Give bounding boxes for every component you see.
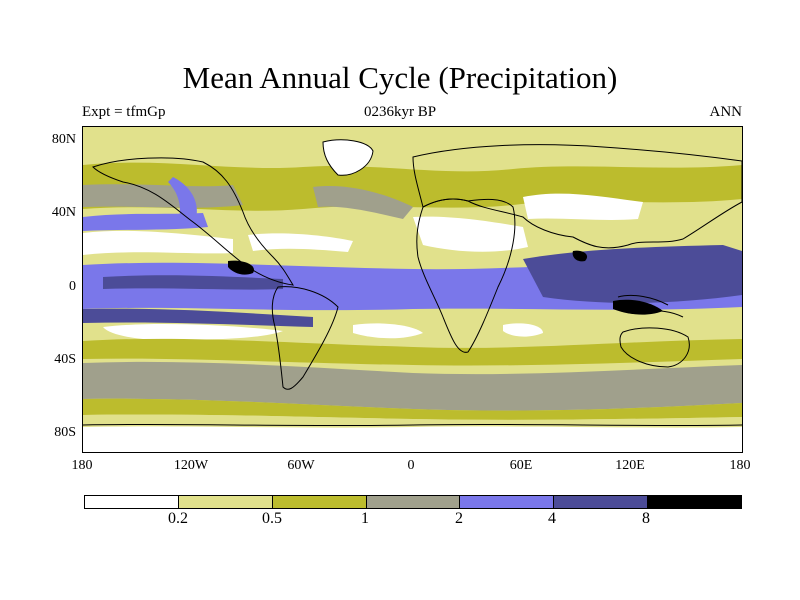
lon-tick-120w: 120W [173,458,209,473]
colorbar-label-2: 2 [455,510,463,527]
lat-tick-80s: 80S [54,425,76,440]
coastlines [83,139,742,427]
lat-tick-80n: 80N [51,132,76,147]
season-label: ANN [709,104,743,120]
precipitation-map [82,126,743,453]
africa-coast [416,198,516,353]
south-pacific-wet-band [83,308,313,327]
colorbar [84,495,742,509]
antarctica-dry-zone [83,426,742,452]
sahara-dry-zone [413,216,528,252]
colorbar-swatch-3 [272,496,367,508]
greenland-coast [322,139,374,176]
australia-coast [619,327,690,368]
central-america-max [228,260,254,275]
colorbar-swatch-4 [366,496,461,508]
lon-tick-120e: 120E [615,458,645,473]
colorbar-swatch-7 [648,496,742,508]
colorbar-label-1: 1 [361,510,369,527]
colorbar-label-0-2: 0.2 [168,510,188,527]
maritime-continent-coast [617,294,684,318]
southern-subtropic-band [83,338,742,366]
lat-tick-0: 0 [69,279,76,294]
itcz-pacific [103,275,283,290]
colorbar-label-8: 8 [642,510,650,527]
page-title: Mean Annual Cycle (Precipitation) [182,60,618,95]
south-atlantic-dry-zone [353,323,423,339]
greenland-dry-zone [323,139,373,176]
southeast-pacific-dry-zone [103,324,283,340]
eurasia-coast [412,144,742,249]
north-atlantic-dry-zone [248,233,353,252]
north-pacific-blue-band [83,213,208,231]
colorbar-swatch-1 [85,496,179,508]
map-canvas [83,127,742,452]
lon-tick-180w: 180 [71,458,93,473]
southern-subpolar-band [83,398,742,420]
lon-tick-60w: 60W [287,458,315,473]
colorbar-swatch-2 [178,496,273,508]
colorbar-swatch-6 [554,496,649,508]
lon-tick-180e: 180 [729,458,751,473]
bay-of-bengal-max [572,250,588,262]
arctic-band [83,127,742,162]
lon-tick-0: 0 [407,458,415,473]
colorbar-label-4: 4 [548,510,556,527]
colorbar-swatch-5 [460,496,555,508]
period-label: 0236kyr BP [363,104,437,120]
south-indian-dry-zone [503,323,543,337]
north-pacific-storm-track [83,184,243,208]
north-america-coast [92,157,294,286]
colorbar-label-0-5: 0.5 [262,510,282,527]
lat-tick-40s: 40S [54,352,76,367]
southern-ocean-storm-track [83,361,742,411]
central-asia-dry-zone [523,193,643,220]
north-pacific-dry-zone [83,230,233,255]
lon-tick-60e: 60E [509,458,533,473]
experiment-label: Expt = tfmGp [82,104,166,120]
antarctica-coast [83,423,742,427]
lat-tick-40n: 40N [51,205,76,220]
north-atlantic-storm-track [313,186,413,219]
south-america-coast [271,286,339,390]
